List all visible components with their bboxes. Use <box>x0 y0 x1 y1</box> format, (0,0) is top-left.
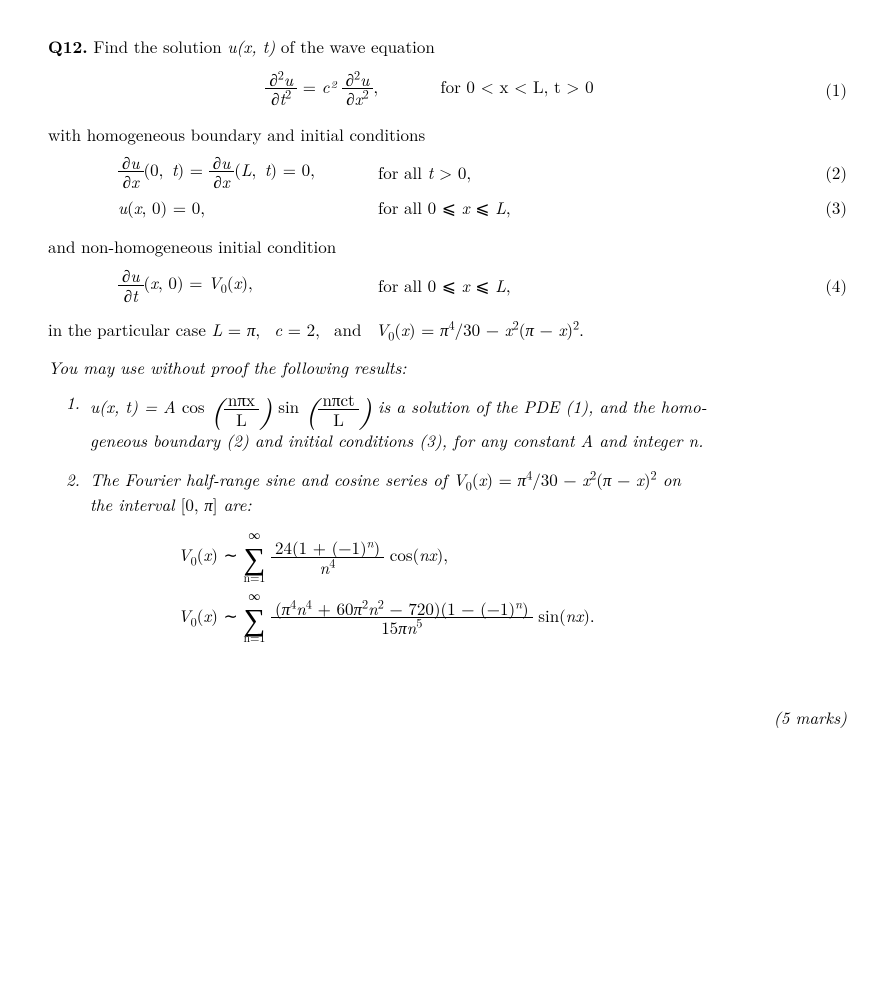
hint-1-post1: is a solution of the PDE (1), and the ho… <box>378 394 707 418</box>
page-root: Q12. Find the solution u(x, t) of the wa… <box>0 0 895 995</box>
equation-4: ∂u ∂t (x, 0) = V0(x), for all 0 ⩽ x ⩽ L,… <box>48 266 847 304</box>
hint-1-number: 1. <box>66 390 80 415</box>
seriesB-tail: sin(nx). <box>538 603 594 627</box>
intro-suffix: of the wave equation <box>281 34 435 58</box>
hints-intro: You may use without proof the following … <box>48 355 847 380</box>
series-sine: V0(x) ∼ ∞ ∑ n=1 (π4n4 + 60π2n2 − 720)(1 … <box>48 591 847 645</box>
equation-4-lhs: ∂u ∂t (x, 0) = V0(x), <box>48 266 378 304</box>
hint1-arg1-bot: L <box>224 410 259 429</box>
equation-3-domain: for all 0 ⩽ x ⩽ L, <box>378 195 811 220</box>
hint-2-number: 2. <box>66 467 80 492</box>
seriesA-tail: cos(nx), <box>390 542 448 566</box>
nonhomog-intro: and non-homogeneous initial condition <box>48 234 847 259</box>
seriesB-bot: n=1 <box>243 633 265 645</box>
equation-2-number: (2) <box>811 160 847 185</box>
equation-3-number: (3) <box>811 195 847 220</box>
equation-4-domain: for all 0 ⩽ x ⩽ L, <box>378 273 811 298</box>
particular-case: in the particular case L = π, c = 2, and… <box>48 317 847 342</box>
hints-list: 1. u(x, t) = A cos ( nπx L ) sin ( nπct … <box>48 390 847 516</box>
intro-u-of-xt: u(x, t) <box>227 34 275 58</box>
marks: (5 marks) <box>48 705 847 730</box>
hint1-arg2-bot: L <box>318 410 358 429</box>
hint-1-post2: geneous boundary (2) and initial conditi… <box>90 428 703 452</box>
eq1-c2: c² <box>322 73 336 97</box>
equation-2: ∂u ∂x (0, t) = ∂u ∂x (L, t) = 0, for all… <box>48 153 847 191</box>
hint-1: 1. u(x, t) = A cos ( nπx L ) sin ( nπct … <box>72 390 847 453</box>
equation-3-lhs: u(x, 0) = 0, <box>48 195 378 220</box>
eq1-domain: for 0 < x < L, t > 0 <box>440 73 593 97</box>
equation-4-number: (4) <box>811 273 847 298</box>
equation-2-lhs: ∂u ∂x (0, t) = ∂u ∂x (L, t) = 0, <box>48 153 378 191</box>
series-cosine: V0(x) ∼ ∞ ∑ n=1 24(1 + (−1)n) n4 cos(nx)… <box>48 530 847 584</box>
equation-3: u(x, 0) = 0, for all 0 ⩽ x ⩽ L, (3) <box>48 195 847 220</box>
seriesA-bot: n=1 <box>243 573 265 585</box>
eq1-comma: , <box>373 73 378 97</box>
eq1-equals: = <box>303 73 322 97</box>
intro-prefix: Find the solution <box>93 34 227 58</box>
hint-2: 2. The Fourier half-range sine and cosin… <box>72 467 847 516</box>
equation-1-body: ∂2u ∂t2 = c² ∂2u ∂x2 , for 0 < x < L, t … <box>48 70 811 108</box>
equation-1-number: (1) <box>811 77 847 102</box>
equation-1: ∂2u ∂t2 = c² ∂2u ∂x2 , for 0 < x < L, t … <box>48 70 847 108</box>
question-label: Q12. <box>48 35 88 59</box>
question-intro: Q12. Find the solution u(x, t) of the wa… <box>48 34 847 60</box>
equation-2-domain: for all t > 0, <box>378 160 811 185</box>
particular-case-prefix: in the particular case <box>48 317 212 341</box>
boundary-intro: with homogeneous boundary and initial co… <box>48 122 847 147</box>
